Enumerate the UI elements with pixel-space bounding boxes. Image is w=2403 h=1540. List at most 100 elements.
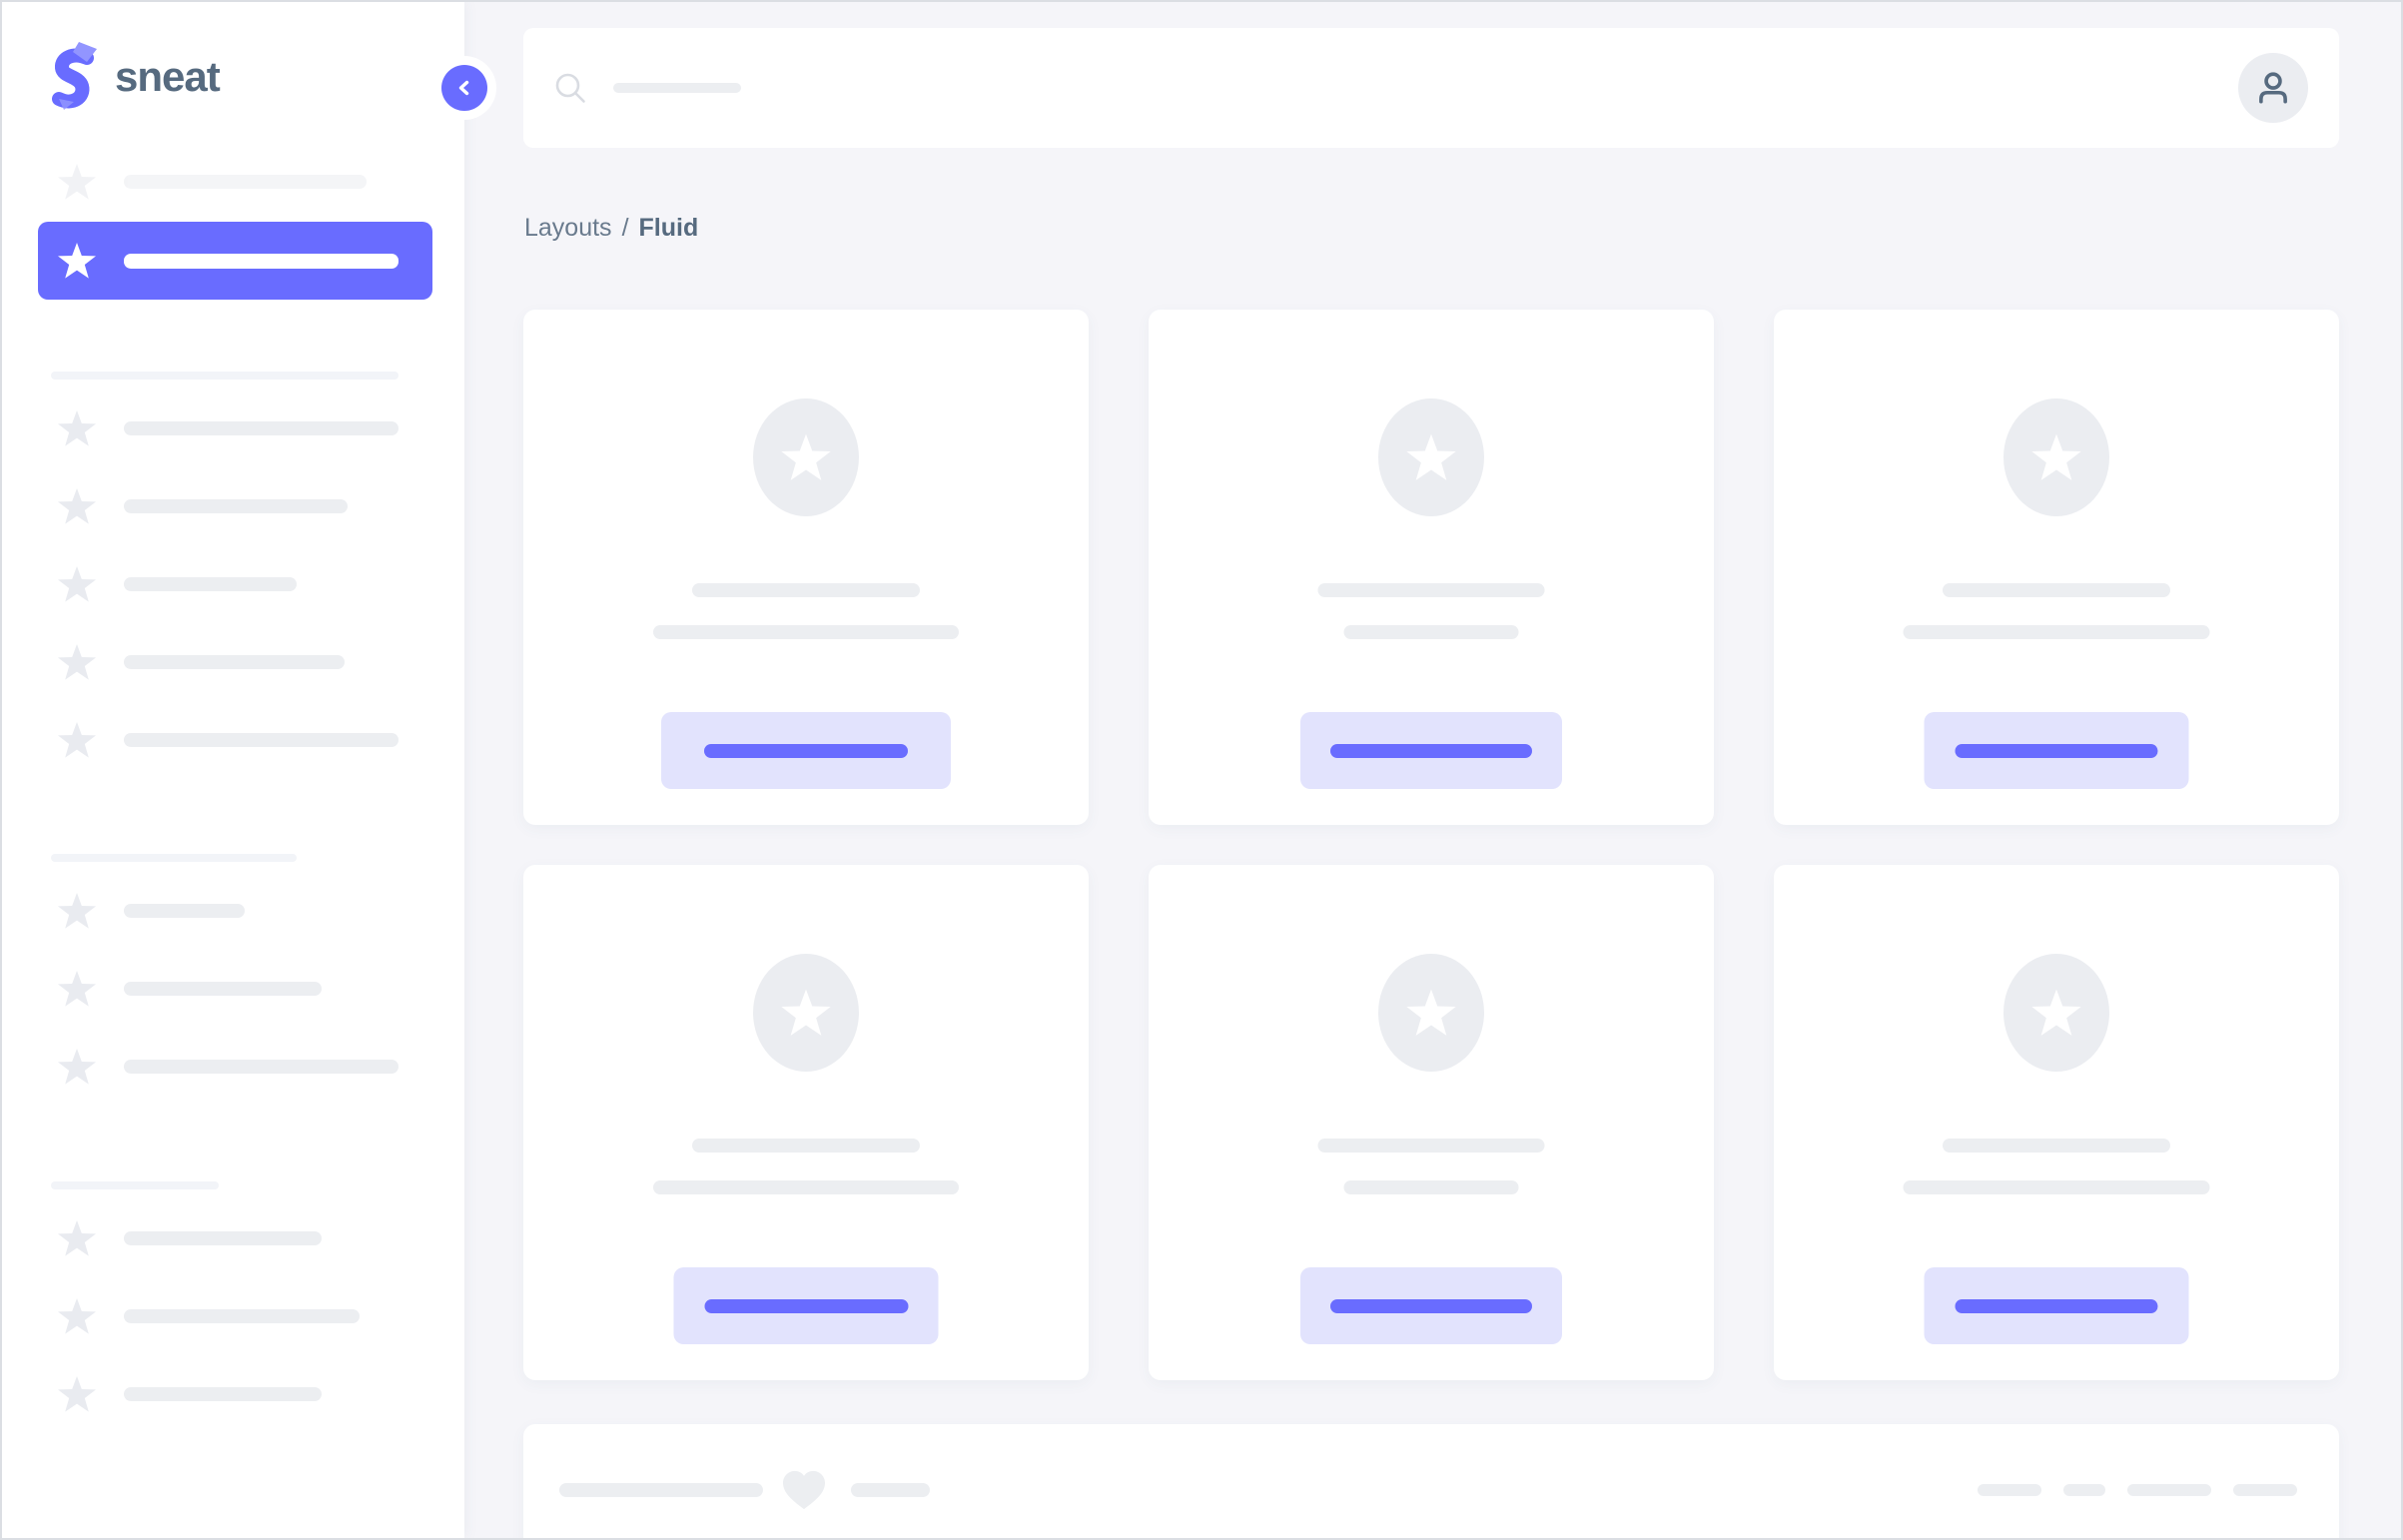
- sidebar-item[interactable]: [38, 1199, 432, 1277]
- star-icon: [58, 243, 96, 279]
- footer-card: [523, 1424, 2339, 1538]
- sidebar-item[interactable]: [38, 467, 432, 545]
- cards-grid: [523, 310, 2339, 1380]
- placeholder-card: [523, 310, 1089, 825]
- sidebar-item[interactable]: [38, 143, 432, 221]
- card-subtitle-placeholder: [1903, 625, 2210, 639]
- sidebar-item[interactable]: [38, 1355, 432, 1433]
- heart-icon[interactable]: [781, 1469, 827, 1511]
- card-action-button[interactable]: [661, 712, 951, 789]
- menu-label-placeholder: [124, 577, 297, 591]
- card-subtitle-placeholder: [653, 625, 959, 639]
- star-icon: [58, 410, 96, 446]
- card-action-button[interactable]: [673, 1267, 939, 1344]
- sidebar-item[interactable]: [38, 872, 432, 950]
- menu-label-placeholder: [124, 1309, 360, 1323]
- pagination-pill[interactable]: [2233, 1484, 2297, 1496]
- chevron-left-icon: [458, 80, 469, 96]
- star-icon: [58, 644, 96, 680]
- star-icon: [58, 164, 96, 200]
- menu-section-divider: [51, 372, 399, 380]
- sidebar-item[interactable]: [38, 545, 432, 623]
- menu-section-divider: [51, 854, 297, 862]
- menu-label-placeholder: [124, 499, 348, 513]
- pagination-pill[interactable]: [2127, 1484, 2211, 1496]
- menu-label-placeholder: [124, 253, 399, 269]
- button-label-placeholder: [1330, 1298, 1532, 1313]
- button-label-placeholder: [1955, 1298, 2158, 1313]
- placeholder-card: [1774, 865, 2339, 1380]
- breadcrumb: Layouts / Fluid: [524, 214, 698, 243]
- placeholder-card: [523, 865, 1089, 1380]
- menu-label-placeholder: [124, 175, 367, 189]
- star-icon: [781, 989, 831, 1036]
- card-avatar-circle: [753, 954, 859, 1072]
- user-icon: [2259, 72, 2287, 104]
- menu-label-placeholder: [124, 1060, 399, 1074]
- card-subtitle-placeholder: [1343, 625, 1519, 639]
- sidebar-collapse-ring: [432, 56, 496, 120]
- breadcrumb-item-current: Fluid: [638, 214, 699, 242]
- search-input[interactable]: [553, 28, 1252, 148]
- star-icon: [58, 722, 96, 758]
- sidebar-collapse-button[interactable]: [441, 65, 487, 111]
- star-icon: [58, 566, 96, 602]
- menu-section-divider: [51, 1181, 219, 1189]
- card-avatar-circle: [753, 398, 859, 516]
- button-label-placeholder: [1955, 743, 2158, 758]
- card-title-placeholder: [692, 1139, 920, 1153]
- footer-pagination-group: [1978, 1464, 2297, 1516]
- menu-label-placeholder: [124, 982, 322, 996]
- sidebar: sneat: [2, 2, 464, 1538]
- breadcrumb-item-layouts[interactable]: Layouts: [524, 214, 612, 242]
- pagination-pill[interactable]: [2063, 1484, 2105, 1496]
- menu-label-placeholder: [124, 1231, 322, 1245]
- card-subtitle-placeholder: [653, 1180, 959, 1194]
- placeholder-card: [1149, 865, 1714, 1380]
- menu-label-placeholder: [124, 1387, 322, 1401]
- card-action-button[interactable]: [1924, 712, 2189, 789]
- star-icon: [2031, 989, 2081, 1036]
- star-icon: [58, 488, 96, 524]
- card-action-button[interactable]: [1924, 1267, 2189, 1344]
- star-icon: [58, 1376, 96, 1412]
- menu-label-placeholder: [124, 655, 345, 669]
- button-label-placeholder: [704, 1298, 908, 1313]
- footer-text-placeholder: [851, 1483, 930, 1497]
- star-icon: [58, 1298, 96, 1334]
- sidebar-item[interactable]: [38, 623, 432, 701]
- card-avatar-circle: [1378, 954, 1484, 1072]
- card-action-button[interactable]: [1300, 1267, 1562, 1344]
- sidebar-item[interactable]: [38, 1277, 432, 1355]
- sidebar-item[interactable]: [38, 701, 432, 779]
- placeholder-card: [1774, 310, 2339, 825]
- card-subtitle-placeholder: [1903, 1180, 2210, 1194]
- footer-left-group: [559, 1464, 930, 1516]
- menu-label-placeholder: [124, 904, 245, 918]
- sidebar-item[interactable]: [38, 950, 432, 1028]
- sneat-logo-icon: [52, 42, 97, 110]
- button-label-placeholder: [1330, 743, 1532, 758]
- card-subtitle-placeholder: [1343, 1180, 1519, 1194]
- menu-label-placeholder: [124, 421, 399, 435]
- menu-label-placeholder: [124, 733, 399, 747]
- star-icon: [58, 1049, 96, 1085]
- placeholder-card: [1149, 310, 1714, 825]
- card-title-placeholder: [1943, 1139, 2170, 1153]
- card-title-placeholder: [1317, 583, 1545, 597]
- brand-name: sneat: [115, 53, 221, 100]
- button-label-placeholder: [704, 743, 908, 758]
- sidebar-item[interactable]: [38, 1028, 432, 1106]
- topbar: [523, 28, 2339, 148]
- breadcrumb-separator: /: [621, 214, 629, 242]
- app-logo[interactable]: sneat: [49, 42, 221, 112]
- user-menu-button[interactable]: [2238, 53, 2308, 123]
- card-action-button[interactable]: [1300, 712, 1562, 789]
- star-icon: [58, 893, 96, 929]
- pagination-pill[interactable]: [1978, 1484, 2041, 1496]
- sidebar-item[interactable]: [38, 389, 432, 467]
- sidebar-item-active[interactable]: [38, 222, 432, 300]
- card-avatar-circle: [2003, 398, 2109, 516]
- search-icon: [555, 73, 585, 103]
